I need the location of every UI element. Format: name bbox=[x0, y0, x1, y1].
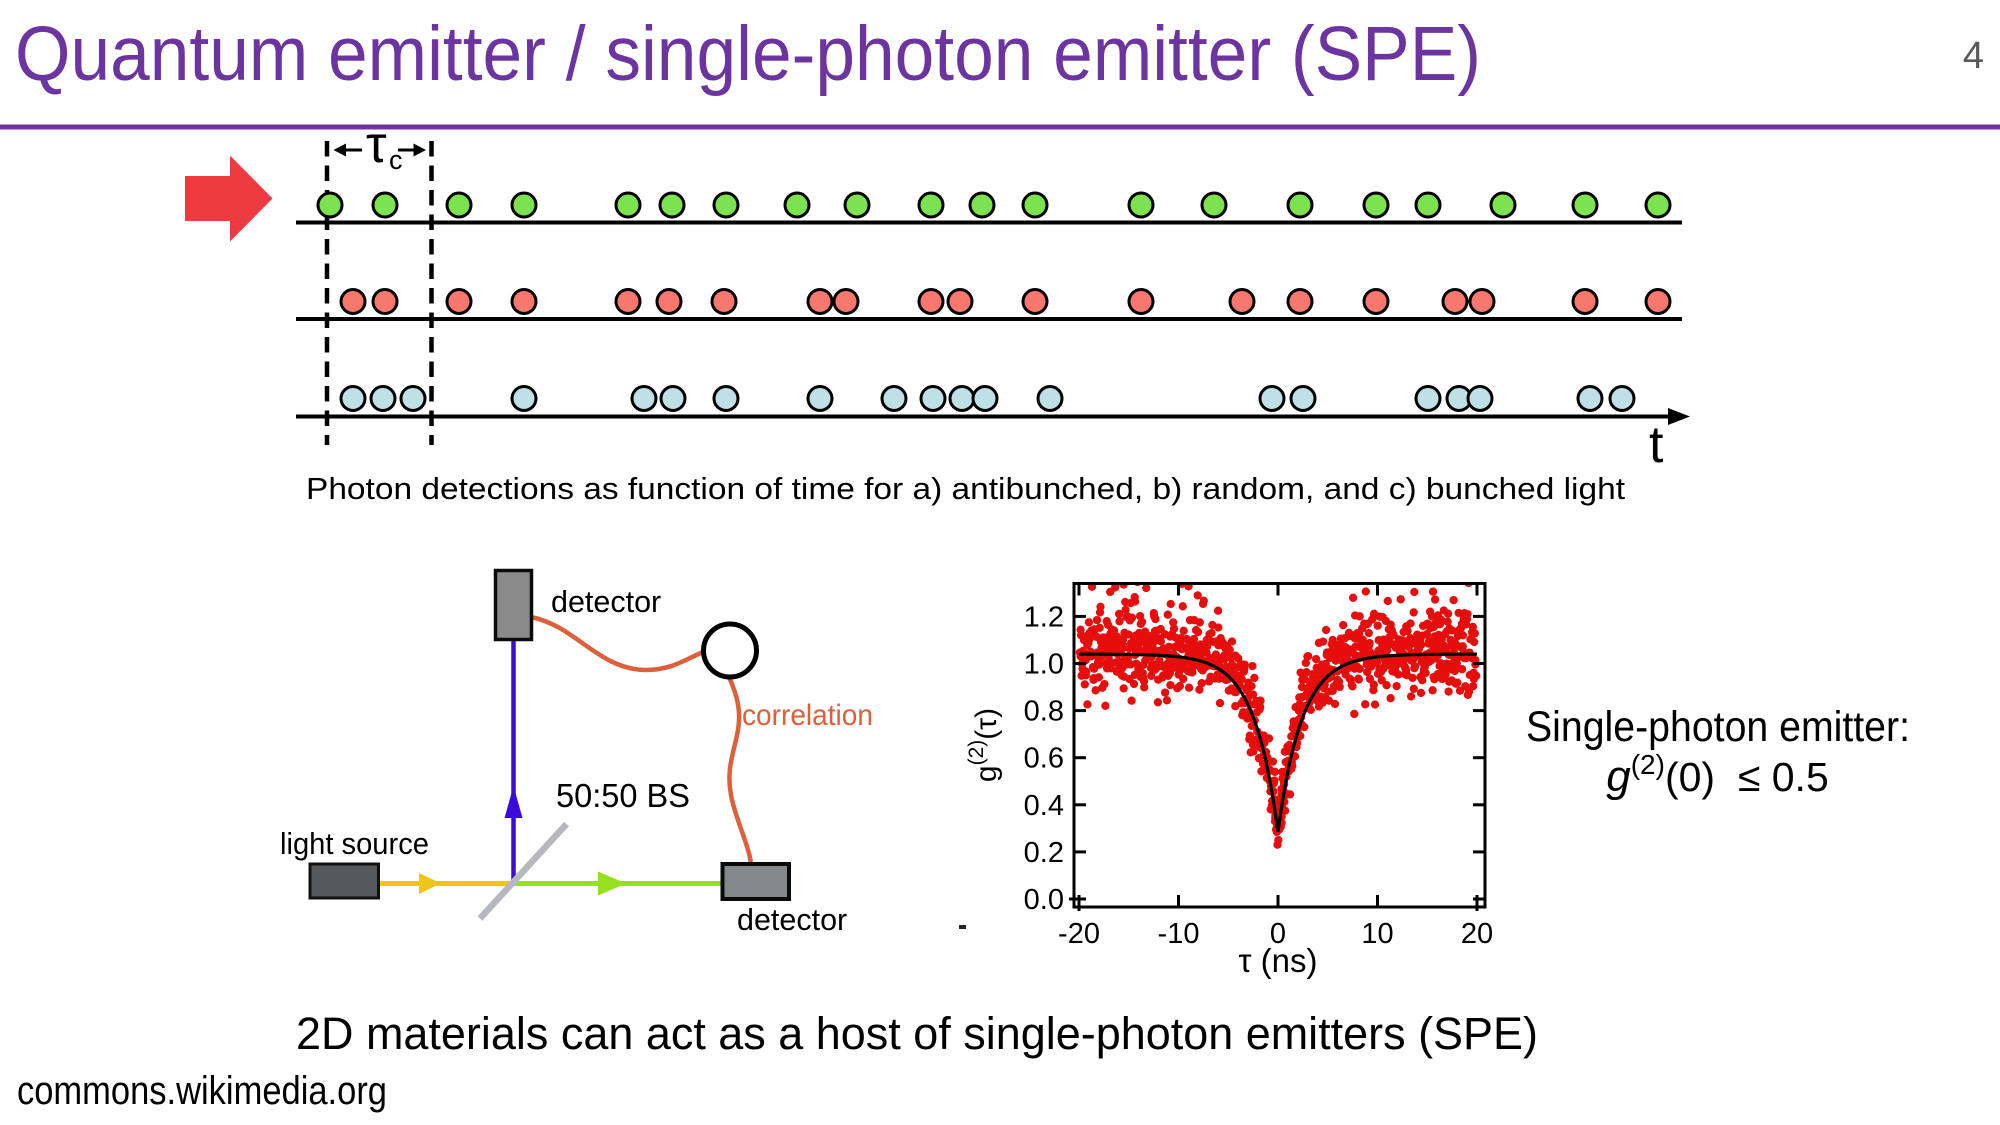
svg-text:1.0: 1.0 bbox=[1024, 649, 1064, 681]
svg-text:g(2)(0) ≤ 0.5: g(2)(0) ≤ 0.5 bbox=[1606, 749, 1829, 801]
svg-text:2D materials can act as a host: 2D materials can act as a host of single… bbox=[296, 1008, 1538, 1059]
svg-text:0.8: 0.8 bbox=[1024, 696, 1064, 728]
svg-text:4: 4 bbox=[1963, 35, 1984, 77]
svg-text:g(2)(τ): g(2)(τ) bbox=[965, 708, 1003, 782]
svg-text:0.6: 0.6 bbox=[1024, 743, 1064, 775]
svg-text:10: 10 bbox=[1361, 918, 1393, 950]
svg-text:0.2: 0.2 bbox=[1024, 837, 1064, 869]
svg-text:Photon detections as function: Photon detections as function of time fo… bbox=[306, 471, 1625, 506]
svg-text:Single-photon emitter:: Single-photon emitter: bbox=[1526, 703, 1910, 751]
svg-text:c: c bbox=[389, 145, 403, 175]
svg-text:-10: -10 bbox=[1158, 918, 1200, 950]
svg-text:0.4: 0.4 bbox=[1024, 790, 1064, 822]
svg-text:0.0: 0.0 bbox=[1024, 884, 1064, 916]
svg-text:commons.wikimedia.org: commons.wikimedia.org bbox=[17, 1069, 387, 1113]
svg-text:1.2: 1.2 bbox=[1024, 601, 1064, 633]
svg-text:τ: τ bbox=[366, 116, 387, 174]
svg-text:-20: -20 bbox=[1058, 918, 1100, 950]
svg-text:50:50 BS: 50:50 BS bbox=[556, 777, 690, 814]
svg-text:20: 20 bbox=[1461, 918, 1493, 950]
svg-text:0: 0 bbox=[1270, 918, 1286, 950]
svg-text:detector: detector bbox=[737, 903, 847, 937]
svg-text:Quantum emitter / single-photo: Quantum emitter / single-photon emitter … bbox=[15, 11, 1481, 97]
svg-text:detector: detector bbox=[551, 585, 661, 619]
svg-text:correlation: correlation bbox=[742, 699, 873, 732]
svg-text:τ (ns): τ (ns) bbox=[1238, 942, 1317, 979]
svg-text:t: t bbox=[1649, 416, 1664, 474]
svg-text:light source: light source bbox=[280, 827, 429, 861]
